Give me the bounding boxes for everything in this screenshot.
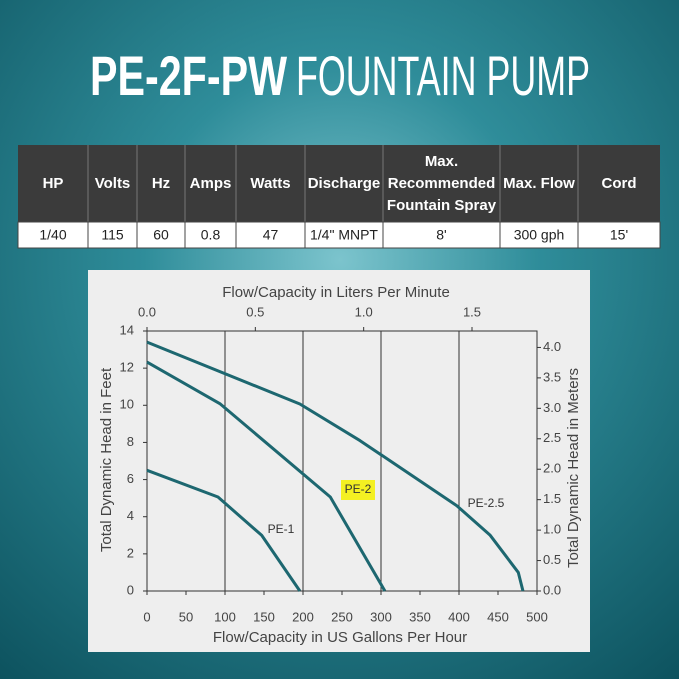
x2-axis-title: Flow/Capacity in Liters Per Minute (222, 284, 450, 301)
table-cell: 1/40 (39, 227, 66, 243)
x-tick-label: 50 (179, 609, 193, 624)
table-cell: 300 gph (514, 227, 565, 243)
label-highlight (341, 480, 375, 500)
y-tick-label: 4 (127, 508, 134, 523)
y-tick-label: 14 (120, 322, 134, 337)
y2-tick-label: 1.5 (543, 491, 561, 506)
x-tick-label: 100 (214, 609, 236, 624)
x-tick-label: 450 (487, 609, 509, 624)
x-tick-label: 350 (409, 609, 431, 624)
x-tick-label: 300 (370, 609, 392, 624)
y2-tick-label: 3.5 (543, 369, 561, 384)
y2-tick-label: 0.5 (543, 552, 561, 567)
table-border (17, 221, 661, 249)
y2-tick-label: 1.0 (543, 522, 561, 537)
table-header: Amps (190, 175, 232, 192)
table-header-bg (18, 145, 660, 222)
table-cell: 0.8 (201, 227, 221, 243)
table-cell: 60 (153, 227, 169, 243)
y-axis-title: Total Dynamic Head in Feet (98, 367, 115, 552)
curve (146, 340, 525, 592)
table-header: Watts (250, 175, 290, 192)
y-tick-label: 12 (120, 360, 134, 375)
table-cell: 15' (610, 227, 628, 243)
x-tick-label: 0 (143, 609, 150, 624)
table-header: Fountain Spray (387, 197, 497, 214)
title-rest: FOUNTAIN PUMP (296, 44, 590, 107)
y2-axis-title: Total Dynamic Head in Meters (565, 368, 582, 568)
series-label: PE-2.5 (468, 496, 505, 510)
y-tick-label: 6 (127, 471, 134, 486)
x-tick-label: 150 (253, 609, 275, 624)
table-header: Cord (602, 175, 637, 192)
y-tick-label: 8 (127, 434, 134, 449)
table-cell: 115 (101, 227, 124, 243)
title-model: PE-2F-PW (90, 44, 287, 107)
table-cell: 47 (263, 227, 279, 243)
y-tick-label: 0 (127, 582, 134, 597)
y-tick-label: 10 (120, 397, 134, 412)
x2-tick-label: 0.5 (246, 304, 264, 319)
x2-tick-label: 0.0 (138, 304, 156, 319)
table-header: HP (43, 175, 64, 192)
table-header: Max. Flow (503, 175, 575, 192)
y-tick-label: 2 (127, 545, 134, 560)
table-header: Recommended (388, 175, 496, 192)
x-tick-label: 500 (526, 609, 548, 624)
x-tick-label: 250 (331, 609, 353, 624)
series-label: PE-1 (268, 522, 295, 536)
curve (146, 360, 387, 592)
y2-tick-label: 2.5 (543, 430, 561, 445)
chart-panel (88, 270, 590, 652)
table-header: Volts (95, 175, 131, 192)
x-tick-label: 200 (292, 609, 314, 624)
x-tick-label: 400 (448, 609, 470, 624)
y2-tick-label: 0.0 (543, 582, 561, 597)
plot-frame (146, 330, 538, 592)
x2-tick-label: 1.0 (355, 304, 373, 319)
spec-table: HP Volts Hz Amps Watts Discharge Max. Recommend… (17, 145, 661, 249)
table-header: Hz (152, 175, 170, 192)
x-axis-title: Flow/Capacity in US Gallons Per Hour (213, 629, 467, 646)
table-header: Max. (425, 153, 458, 170)
y2-tick-label: 4.0 (543, 339, 561, 354)
series-label: PE-2 (345, 482, 372, 496)
curve (146, 468, 302, 592)
table-cell: 8' (436, 227, 446, 243)
table-header: Discharge (308, 175, 381, 192)
table-cell: 1/4" MNPT (310, 227, 378, 243)
y2-tick-label: 2.0 (543, 461, 561, 476)
table-row-bg (18, 222, 660, 248)
y2-tick-label: 3.0 (543, 400, 561, 415)
x2-tick-label: 1.5 (463, 304, 481, 319)
